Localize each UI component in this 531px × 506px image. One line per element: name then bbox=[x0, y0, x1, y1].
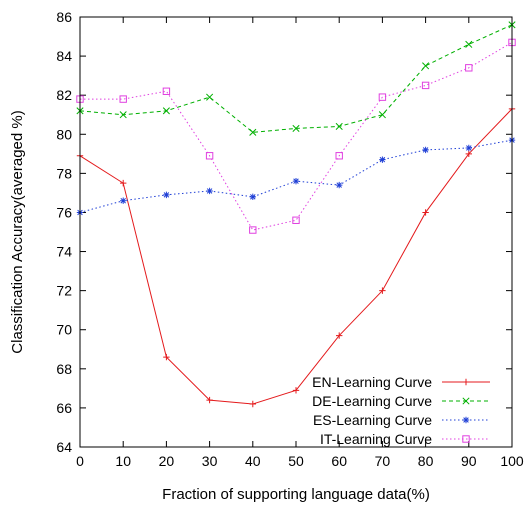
x-tick-label: 10 bbox=[115, 453, 131, 469]
y-tick-label: 78 bbox=[56, 165, 72, 181]
x-tick-label: 50 bbox=[288, 453, 304, 469]
data-point-plus bbox=[465, 150, 472, 158]
y-tick-label: 72 bbox=[56, 283, 72, 299]
data-point-plus bbox=[379, 287, 386, 294]
data-point-square bbox=[421, 81, 430, 90]
series-de-learning-curve bbox=[76, 21, 516, 136]
x-tick-label: 90 bbox=[461, 453, 477, 469]
legend-label: IT-Learning Curve bbox=[320, 431, 432, 447]
y-tick-label: 68 bbox=[56, 361, 72, 377]
legend-entry: IT-Learning Curve bbox=[320, 431, 490, 447]
data-point-star bbox=[462, 416, 470, 424]
data-point-square bbox=[162, 87, 171, 95]
y-tick-label: 86 bbox=[56, 9, 72, 25]
series-it-learning-curve bbox=[76, 38, 516, 234]
legend-label: EN-Learning Curve bbox=[312, 374, 432, 390]
legend-label: DE-Learning Curve bbox=[312, 393, 432, 409]
plot-frame bbox=[79, 16, 513, 448]
axis-ticks: 0 10 20 30 40 50 60 70 80 90 100 64 66 68 70 72 74 76 78 80… bbox=[56, 9, 523, 469]
y-tick-label: 80 bbox=[56, 126, 72, 142]
data-point-cross bbox=[162, 107, 170, 115]
data-point-cross bbox=[378, 111, 386, 119]
data-point-star bbox=[163, 191, 170, 199]
series-es-learning-curve bbox=[76, 136, 516, 216]
data-point-star bbox=[336, 181, 343, 189]
data-point-square bbox=[205, 152, 214, 160]
data-point-square bbox=[292, 216, 300, 224]
data-point-cross bbox=[119, 111, 127, 119]
data-point-plus bbox=[120, 179, 127, 187]
data-point-square bbox=[119, 95, 127, 103]
data-point-cross bbox=[465, 40, 473, 48]
legend-entry: EN-Learning Curve bbox=[312, 374, 490, 390]
y-axis-title: Classification Accuracy(averaged %) bbox=[9, 110, 26, 353]
data-point-cross bbox=[292, 124, 300, 132]
y-tick-label: 64 bbox=[56, 439, 72, 455]
y-tick-label: 66 bbox=[56, 400, 72, 416]
x-tick-label: 20 bbox=[159, 453, 175, 469]
data-point-square bbox=[249, 226, 257, 234]
data-point-square bbox=[335, 152, 343, 160]
y-tick-label: 84 bbox=[56, 48, 72, 64]
x-tick-label: 40 bbox=[245, 453, 261, 469]
data-point-star bbox=[379, 156, 386, 163]
series-line bbox=[79, 108, 513, 405]
data-point-plus bbox=[336, 332, 343, 339]
series-line bbox=[80, 41, 513, 231]
legend: EN-Learning Curve DE-Learning Curve ES-Lea… bbox=[312, 374, 490, 447]
x-tick-label: 0 bbox=[76, 453, 84, 469]
data-point-cross bbox=[249, 128, 257, 136]
legend-entry: ES-Learning Curve bbox=[313, 412, 490, 428]
y-tick-label: 74 bbox=[56, 244, 72, 260]
series-line bbox=[79, 24, 513, 133]
x-tick-label: 30 bbox=[202, 453, 218, 469]
data-point-square bbox=[465, 64, 473, 72]
x-tick-label: 60 bbox=[331, 453, 347, 469]
data-point-cross bbox=[422, 62, 430, 70]
y-tick-label: 82 bbox=[56, 87, 72, 103]
y-tick-label: 70 bbox=[56, 322, 72, 338]
data-point-plus bbox=[292, 387, 300, 394]
data-point-star bbox=[206, 187, 213, 195]
series-line bbox=[79, 139, 513, 213]
x-tick-label: 70 bbox=[375, 453, 391, 469]
data-point-star bbox=[120, 197, 127, 204]
data-point-plus bbox=[163, 353, 170, 361]
data-point-square bbox=[378, 93, 387, 101]
data-point-star bbox=[249, 193, 256, 201]
data-point-cross bbox=[206, 93, 214, 101]
data-point-cross bbox=[335, 122, 343, 131]
x-tick-label: 100 bbox=[500, 453, 524, 469]
data-point-plus bbox=[249, 400, 256, 408]
y-tick-label: 76 bbox=[56, 204, 72, 220]
x-axis-title: Fraction of supporting language data(%) bbox=[162, 486, 430, 503]
data-point-star bbox=[422, 146, 429, 154]
x-tick-label: 80 bbox=[418, 453, 434, 469]
data-point-star bbox=[292, 177, 300, 185]
data-point-star bbox=[465, 144, 472, 152]
data-point-plus bbox=[206, 396, 213, 404]
data-point-plus bbox=[462, 378, 470, 386]
legend-entry: DE-Learning Curve bbox=[312, 393, 490, 409]
data-point-cross bbox=[462, 397, 470, 405]
data-point-plus bbox=[422, 209, 429, 216]
data-point-square bbox=[462, 435, 470, 443]
series-lines bbox=[76, 21, 516, 408]
legend-label: ES-Learning Curve bbox=[313, 412, 432, 428]
series-en-learning-curve bbox=[76, 105, 516, 408]
